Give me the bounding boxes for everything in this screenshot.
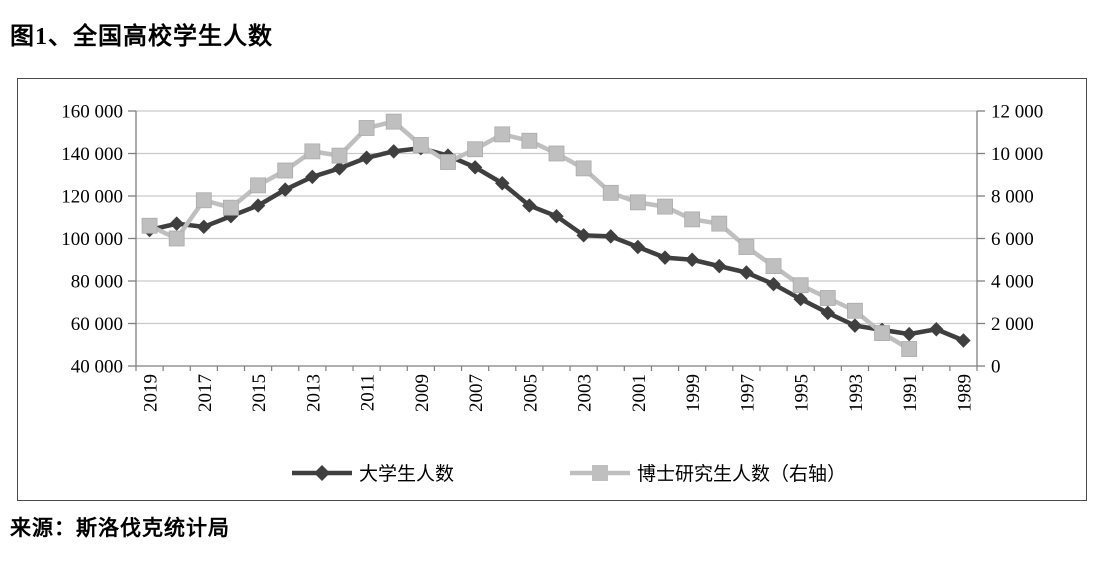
y-axis-right-label: 4 000 — [991, 272, 1034, 293]
legend-marker-phd — [592, 465, 608, 481]
series-phd-marker — [819, 290, 836, 306]
series-students-marker — [793, 291, 808, 307]
series-phd-marker — [901, 341, 918, 357]
x-axis-label: 2005 — [520, 374, 541, 412]
series-students-marker — [847, 318, 863, 333]
y-axis-left-label: 60 000 — [71, 314, 123, 335]
figure-title: 图1、全国高校学生人数 — [10, 24, 273, 50]
series-phd-marker — [684, 211, 701, 228]
x-axis-label: 2007 — [466, 374, 487, 412]
series-students-marker — [603, 229, 618, 244]
x-axis-label: 1997 — [737, 374, 758, 412]
x-axis-label: 1993 — [846, 374, 867, 412]
series-phd-marker — [440, 154, 456, 170]
series-students-marker — [901, 326, 917, 342]
x-axis-label: 1991 — [900, 374, 921, 412]
series-students-marker — [196, 219, 212, 235]
x-axis-label: 2015 — [249, 374, 270, 412]
legend-label-students: 大学生人数 — [359, 463, 454, 485]
series-phd-marker — [711, 215, 728, 232]
legend-marker-students — [314, 465, 330, 481]
series-phd-marker — [168, 230, 185, 247]
series-phd-marker — [548, 145, 565, 162]
y-axis-left-label: 120 000 — [61, 187, 123, 208]
series-phd-marker — [792, 277, 809, 294]
y-axis-right-label: 10 000 — [991, 144, 1043, 165]
series-phd-marker — [277, 162, 294, 179]
x-axis-label: 2019 — [141, 374, 162, 412]
series-students-marker — [305, 169, 320, 185]
x-axis-label: 2011 — [358, 374, 379, 411]
y-axis-left-label: 160 000 — [61, 102, 123, 123]
series-students-marker — [359, 150, 374, 165]
series-students-marker — [549, 208, 564, 224]
series-phd-marker — [141, 217, 158, 234]
series-students-marker — [684, 252, 700, 267]
x-axis-label: 2009 — [412, 374, 433, 412]
series-phd-marker — [575, 160, 592, 177]
series-phd-marker — [629, 194, 646, 211]
series-students-marker — [712, 258, 727, 274]
series-phd-marker — [250, 177, 266, 194]
series-phd-marker — [223, 199, 239, 216]
series-students-marker — [386, 144, 401, 159]
series-students-marker — [820, 305, 835, 321]
y-axis-right-label: 8 000 — [991, 187, 1034, 208]
y-axis-right-label: 0 — [991, 357, 1001, 378]
series-phd-marker — [304, 143, 321, 160]
series-students-marker — [250, 198, 266, 213]
series-phd-marker — [412, 137, 429, 153]
series-students-marker — [657, 250, 673, 265]
series-phd-marker — [385, 113, 402, 130]
series-phd-marker — [494, 126, 511, 143]
series-students-marker — [522, 198, 537, 213]
source-note: 来源：斯洛伐克统计局 — [10, 516, 230, 540]
y-axis-left-label: 140 000 — [61, 144, 123, 165]
x-axis-label: 2003 — [575, 374, 596, 412]
y-axis-right-label: 6 000 — [991, 229, 1034, 250]
x-axis-label: 2001 — [629, 374, 650, 412]
series-students-marker — [630, 239, 646, 255]
series-phd-marker — [358, 120, 375, 136]
x-axis-label: 2013 — [303, 374, 324, 412]
x-axis-label: 1989 — [954, 374, 975, 412]
series-phd-marker — [657, 198, 673, 215]
y-axis-left-label: 80 000 — [71, 272, 123, 293]
series-students-marker — [739, 265, 754, 280]
series-students-marker — [956, 333, 971, 348]
series-phd-marker — [847, 302, 863, 319]
series-phd-line — [148, 119, 911, 351]
y-axis-right-label: 2 000 — [991, 314, 1034, 335]
legend-label-phd: 博士研究生人数（右轴） — [637, 463, 846, 485]
series-phd-marker — [467, 141, 484, 158]
y-axis-right-label: 12 000 — [991, 102, 1043, 123]
chart-frame: 160 000 140 000 120 000 100 000 80 000 60 000… — [17, 78, 1087, 501]
series-phd-marker — [602, 184, 619, 201]
series-phd-marker — [765, 258, 782, 275]
y-axis-left-label: 40 000 — [71, 357, 123, 378]
series-phd-marker — [331, 147, 348, 164]
series-students-marker — [576, 228, 591, 243]
series-phd-marker — [521, 132, 538, 149]
x-axis-label: 2017 — [195, 374, 216, 412]
series-phd-marker — [195, 192, 212, 209]
series-phd-marker — [738, 239, 755, 255]
series-students-marker — [766, 276, 781, 292]
series-students-marker — [929, 322, 944, 337]
y-axis-left-label: 100 000 — [61, 229, 123, 250]
line-chart: 160 000 140 000 120 000 100 000 80 000 60 000… — [61, 102, 1043, 486]
x-axis-label: 1995 — [792, 374, 813, 412]
series-phd-marker — [874, 325, 890, 341]
x-axis-label: 1999 — [683, 374, 704, 412]
series-students-marker — [169, 216, 184, 231]
